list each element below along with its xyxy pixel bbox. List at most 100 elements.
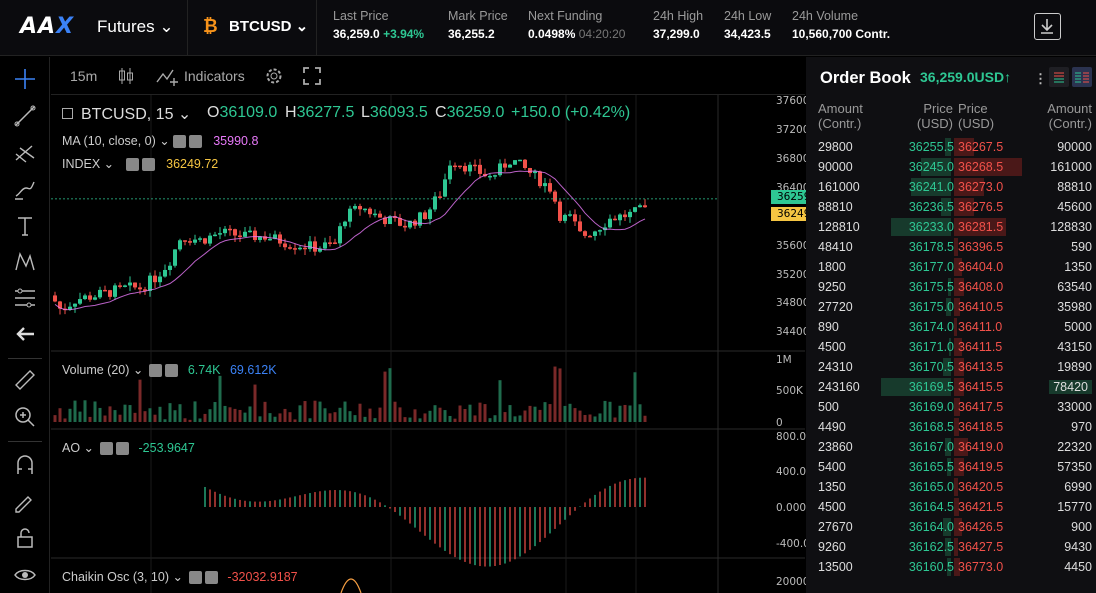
order-book-row[interactable]: 500 36169.0 36417.5 33000 [806, 397, 1096, 417]
ask-price[interactable]: 36408.0 [958, 280, 1004, 294]
aax-logo[interactable]: AAX [20, 14, 75, 39]
bid-amount[interactable]: 24310 [818, 360, 853, 374]
ask-amount[interactable]: 63540 [1057, 280, 1092, 294]
bid-amount[interactable]: 90000 [818, 160, 853, 174]
ask-price[interactable]: 36421.5 [958, 500, 1004, 514]
chart-canvas[interactable] [51, 95, 805, 593]
order-book-row[interactable]: 243160 36169.5 36415.5 78420 [806, 377, 1096, 397]
ask-price[interactable]: 36396.5 [958, 240, 1004, 254]
order-book-row[interactable]: 24310 36170.5 36413.5 19890 [806, 357, 1096, 377]
order-book-row[interactable]: 5400 36165.5 36419.5 57350 [806, 457, 1096, 477]
order-book-row[interactable]: 48410 36178.5 36396.5 590 [806, 237, 1096, 257]
bid-price[interactable]: 36164.5 [908, 500, 954, 514]
order-book-row[interactable]: 29800 36255.5 36267.5 90000 [806, 137, 1096, 157]
more-options-icon[interactable]: ⋮ [1034, 71, 1047, 86]
bid-amount[interactable]: 9260 [818, 540, 846, 554]
bid-amount[interactable]: 161000 [818, 180, 860, 194]
brush-icon[interactable] [12, 176, 38, 202]
order-book-row[interactable]: 88810 36236.5 36276.5 45600 [806, 197, 1096, 217]
order-book-row[interactable]: 128810 36233.0 36281.5 128830 [806, 217, 1096, 237]
ask-amount[interactable]: 15770 [1057, 500, 1092, 514]
indicators-label[interactable]: Indicators [184, 68, 245, 84]
ask-amount[interactable]: 57350 [1057, 460, 1092, 474]
ask-price[interactable]: 36415.5 [958, 380, 1004, 394]
ask-amount[interactable]: 43150 [1057, 340, 1092, 354]
ask-amount[interactable]: 161000 [1050, 160, 1092, 174]
bid-amount[interactable]: 4500 [818, 500, 846, 514]
bid-price[interactable]: 36170.5 [908, 360, 954, 374]
ask-price[interactable]: 36410.5 [958, 300, 1004, 314]
ask-amount[interactable]: 78420 [1049, 380, 1092, 394]
ask-amount[interactable]: 90000 [1057, 140, 1092, 154]
ask-amount[interactable]: 6990 [1064, 480, 1092, 494]
order-book-row[interactable]: 13500 36160.5 36773.0 4450 [806, 557, 1096, 577]
ask-amount[interactable]: 35980 [1057, 300, 1092, 314]
order-book-row[interactable]: 1350 36165.0 36420.5 6990 [806, 477, 1096, 497]
order-book-row[interactable]: 4500 36171.0 36411.5 43150 [806, 337, 1096, 357]
order-book-row[interactable]: 27670 36164.0 36426.5 900 [806, 517, 1096, 537]
bid-price[interactable]: 36255.5 [908, 140, 954, 154]
ask-price[interactable]: 36404.0 [958, 260, 1004, 274]
bid-amount[interactable]: 23860 [818, 440, 853, 454]
bid-price[interactable]: 36171.0 [908, 340, 954, 354]
ask-amount[interactable]: 128830 [1050, 220, 1092, 234]
pattern-icon[interactable] [12, 249, 38, 275]
order-book-row[interactable]: 23860 36167.0 36419.0 22320 [806, 437, 1096, 457]
bid-amount[interactable]: 27670 [818, 520, 853, 534]
ask-price[interactable]: 36419.0 [958, 440, 1004, 454]
text-icon[interactable] [12, 213, 38, 239]
bid-amount[interactable]: 4490 [818, 420, 846, 434]
bid-price[interactable]: 36165.5 [908, 460, 954, 474]
ask-amount[interactable]: 5000 [1064, 320, 1092, 334]
zoom-icon[interactable] [12, 404, 38, 430]
candle-type-icon[interactable] [117, 66, 135, 89]
bid-amount[interactable]: 128810 [818, 220, 860, 234]
bid-price[interactable]: 36245.0 [908, 160, 954, 174]
product-selector[interactable]: Futures ⌄ [97, 17, 174, 36]
ask-price[interactable]: 36273.0 [958, 180, 1004, 194]
ask-price[interactable]: 36276.5 [958, 200, 1004, 214]
order-book-row[interactable]: 161000 36241.0 36273.0 88810 [806, 177, 1096, 197]
bid-price[interactable]: 36169.5 [908, 380, 954, 394]
bid-price[interactable]: 36175.0 [908, 300, 954, 314]
layout-both-icon[interactable] [1049, 67, 1069, 87]
indicators-button[interactable] [156, 66, 180, 89]
eye-icon[interactable] [12, 562, 38, 588]
bid-price[interactable]: 36236.5 [908, 200, 954, 214]
settings-gear-icon[interactable] [264, 66, 284, 89]
ask-amount[interactable]: 19890 [1057, 360, 1092, 374]
ask-price[interactable]: 36411.0 [958, 320, 1003, 334]
ask-amount[interactable]: 4450 [1064, 560, 1092, 574]
bid-price[interactable]: 36167.0 [908, 440, 954, 454]
volume-indicator[interactable]: Volume (20) ⌄ 6.74K 69.612K [62, 363, 277, 378]
bid-price[interactable]: 36174.0 [908, 320, 954, 334]
ask-amount[interactable]: 590 [1071, 240, 1092, 254]
ask-amount[interactable]: 45600 [1057, 200, 1092, 214]
ask-price[interactable]: 36417.5 [958, 400, 1004, 414]
ask-price[interactable]: 36413.5 [958, 360, 1004, 374]
order-book-row[interactable]: 27720 36175.0 36410.5 35980 [806, 297, 1096, 317]
bid-amount[interactable]: 5400 [818, 460, 846, 474]
ask-amount[interactable]: 970 [1071, 420, 1092, 434]
ruler-icon[interactable] [12, 367, 38, 393]
bid-amount[interactable]: 1350 [818, 480, 846, 494]
bid-price[interactable]: 36160.5 [908, 560, 954, 574]
symbol-selector[interactable]: BTCUSD ⌄ [229, 18, 309, 35]
ask-amount[interactable]: 88810 [1057, 180, 1092, 194]
ask-price[interactable]: 36281.5 [958, 220, 1004, 234]
bid-amount[interactable]: 4500 [818, 340, 846, 354]
bid-amount[interactable]: 27720 [818, 300, 853, 314]
bid-price[interactable]: 36177.0 [908, 260, 954, 274]
ask-amount[interactable]: 9430 [1064, 540, 1092, 554]
bid-price[interactable]: 36164.0 [908, 520, 954, 534]
ask-amount[interactable]: 900 [1071, 520, 1092, 534]
crosshair-icon[interactable] [12, 66, 38, 92]
pencil-lock-icon[interactable] [12, 489, 38, 515]
ask-price[interactable]: 36268.5 [958, 160, 1004, 174]
back-arrow-icon[interactable] [12, 321, 38, 347]
ask-price[interactable]: 36426.5 [958, 520, 1004, 534]
order-book-row[interactable]: 90000 36245.0 36268.5 161000 [806, 157, 1096, 177]
ask-price[interactable]: 36419.5 [958, 460, 1004, 474]
ask-amount[interactable]: 22320 [1057, 440, 1092, 454]
ask-amount[interactable]: 33000 [1057, 400, 1092, 414]
